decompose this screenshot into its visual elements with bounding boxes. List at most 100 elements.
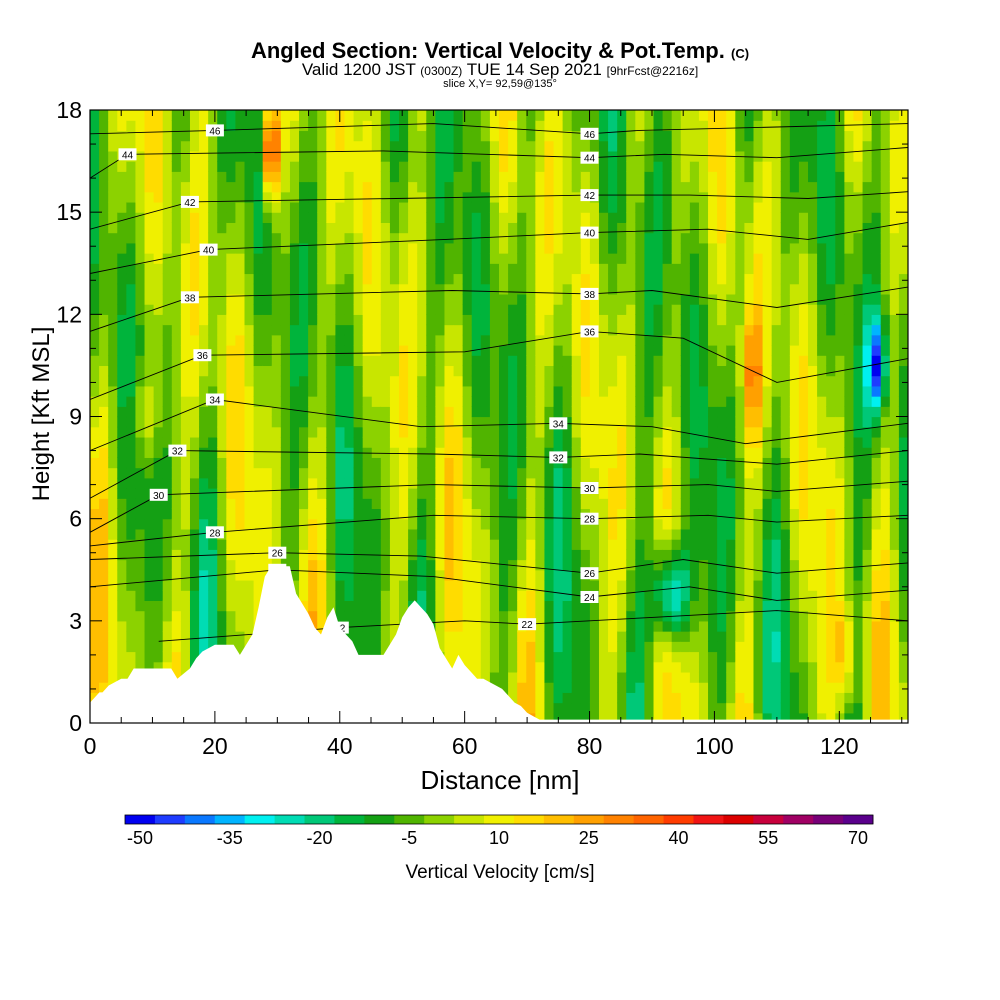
velocity-cell: [189, 171, 200, 183]
velocity-cell: [326, 293, 336, 305]
velocity-cell: [144, 426, 155, 438]
velocity-cell: [453, 396, 464, 407]
velocity-cell: [380, 447, 391, 458]
velocity-cell: [671, 447, 682, 458]
velocity-cell: [462, 641, 473, 653]
velocity-cell: [408, 467, 418, 479]
velocity-cell: [726, 610, 736, 622]
velocity-cell: [117, 406, 127, 418]
velocity-cell: [117, 140, 127, 152]
velocity-cell: [471, 559, 482, 571]
velocity-cell: [662, 171, 673, 183]
velocity-cell: [353, 539, 364, 550]
velocity-cell: [680, 457, 691, 469]
velocity-cell: [371, 488, 382, 499]
velocity-cell: [90, 498, 100, 510]
velocity-cell: [535, 518, 546, 530]
velocity-cell: [517, 232, 527, 244]
velocity-cell: [598, 651, 609, 663]
velocity-cell: [462, 579, 473, 591]
velocity-cell: [99, 467, 109, 479]
velocity-cell: [253, 273, 264, 285]
velocity-cell: [271, 477, 282, 489]
velocity-cell: [289, 161, 300, 172]
velocity-cell: [135, 631, 146, 642]
velocity-cell: [689, 712, 700, 723]
velocity-cell: [499, 222, 509, 234]
velocity-cell: [462, 314, 473, 326]
velocity-cell: [108, 232, 118, 244]
velocity-cell: [671, 396, 682, 407]
velocity-cell: [644, 324, 655, 336]
velocity-cell: [762, 355, 773, 367]
velocity-cell: [235, 191, 246, 203]
velocity-cell: [780, 590, 791, 601]
velocity-cell: [199, 120, 209, 132]
velocity-cell: [817, 171, 827, 183]
velocity-cell: [471, 375, 482, 387]
velocity-cell: [153, 314, 164, 326]
velocity-cell: [617, 375, 627, 387]
velocity-cell: [108, 620, 118, 632]
velocity-cell: [144, 150, 155, 162]
velocity-cell: [698, 436, 709, 448]
velocity-cell: [589, 406, 600, 418]
velocity-cell: [271, 263, 282, 275]
velocity-cell: [153, 406, 164, 418]
velocity-cell: [526, 579, 536, 591]
velocity-cell: [244, 406, 255, 418]
velocity-cell: [217, 242, 227, 254]
velocity-cell: [744, 528, 755, 540]
velocity-cell: [162, 191, 173, 203]
velocity-cell: [144, 396, 155, 407]
velocity-cell: [653, 385, 664, 397]
velocity-cell: [444, 344, 455, 356]
velocity-cell: [662, 436, 673, 448]
velocity-cell: [489, 579, 500, 591]
velocity-cell: [698, 692, 709, 704]
velocity-cell: [299, 304, 309, 315]
velocity-cell: [489, 222, 500, 234]
velocity-cell: [389, 508, 400, 520]
velocity-cell: [408, 436, 418, 448]
velocity-cell: [835, 314, 845, 326]
velocity-cell: [617, 590, 627, 601]
velocity-cell: [380, 242, 391, 254]
velocity-cell: [562, 600, 573, 612]
velocity-cell: [217, 365, 227, 377]
velocity-cell: [344, 406, 355, 418]
velocity-cell: [562, 334, 573, 346]
velocity-cell: [671, 150, 682, 162]
velocity-cell: [444, 355, 455, 367]
velocity-cell: [653, 498, 664, 510]
velocity-cell: [617, 263, 627, 275]
velocity-cell: [744, 702, 755, 714]
velocity-cell: [180, 396, 191, 407]
velocity-cell: [444, 201, 455, 213]
velocity-cell: [444, 579, 455, 591]
velocity-cell: [444, 334, 455, 346]
velocity-cell: [717, 212, 727, 223]
velocity-cell: [571, 712, 582, 723]
velocity-cell: [144, 355, 155, 367]
velocity-cell: [808, 702, 818, 714]
velocity-cell: [108, 355, 118, 367]
velocity-cell: [726, 508, 736, 520]
velocity-cell: [717, 467, 727, 479]
velocity-cell: [453, 518, 464, 530]
velocity-cell: [208, 477, 218, 489]
velocity-cell: [817, 324, 827, 336]
velocity-cell: [444, 150, 455, 162]
velocity-cell: [617, 631, 627, 642]
velocity-cell: [180, 539, 191, 550]
velocity-cell: [417, 549, 427, 561]
velocity-cell: [308, 222, 318, 234]
velocity-cell: [808, 283, 818, 295]
velocity-cell: [389, 385, 400, 397]
velocity-cell: [389, 130, 400, 142]
velocity-cell: [180, 579, 191, 591]
velocity-cell: [435, 406, 446, 418]
velocity-cell: [535, 620, 546, 632]
velocity-cell: [608, 426, 618, 438]
velocity-cell: [226, 314, 237, 326]
